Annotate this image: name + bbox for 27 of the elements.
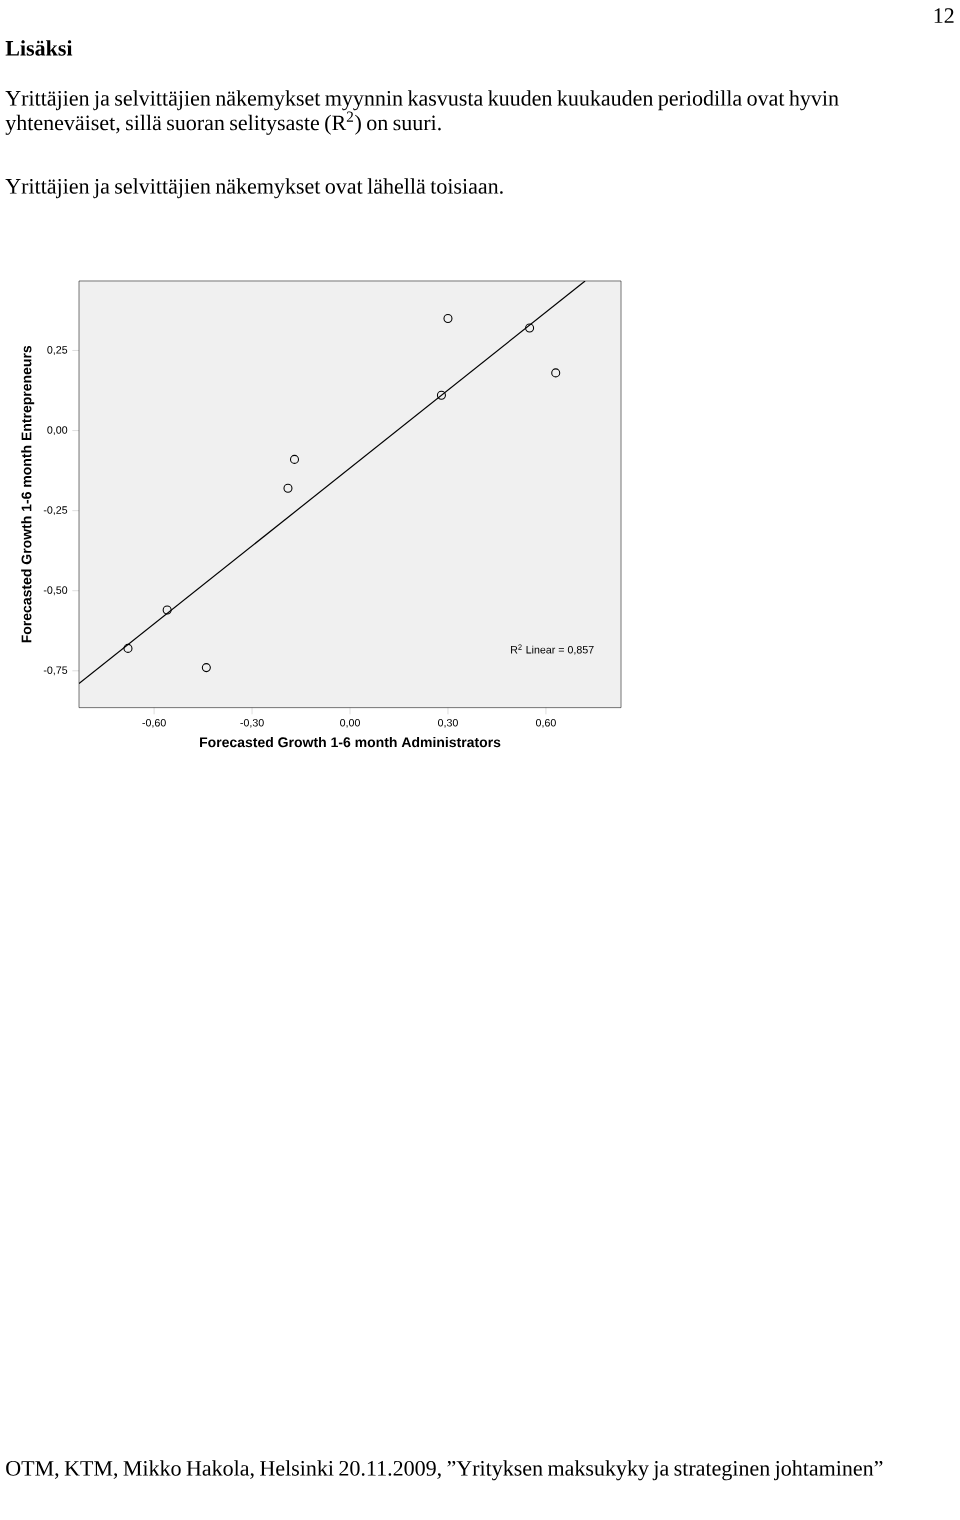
- y-axis-title: Forecasted Growth 1-6 month Entrepreneurs: [21, 345, 35, 643]
- y-tick-label: 0,00: [47, 426, 68, 435]
- text: Yrittäjien ja selvittäjien näkemykset ovat lähellä toisiaan.: [5, 178, 503, 199]
- point: [123, 643, 133, 653]
- text: 12: [934, 8, 954, 23]
- text: OTM, KTM, Mikko Hakola, Helsinki 20.11.2009, ”Yrityksen maksukyky ja strateginen johtaminen”: [6, 1460, 883, 1481]
- y-tick-label: -0,50: [43, 586, 68, 596]
- point: [201, 663, 211, 673]
- x-tick-label: 0,00: [340, 718, 360, 728]
- x-tick-label: -0,60: [142, 718, 166, 728]
- text: Yrittäjien ja selvittäjien näkemykset myynnin kasvusta kuuden kuukauden periodilla ovat hyvin yhteneväiset, sillä suoran selitysaste (R$^{2}$) on suuri.: [5, 90, 839, 135]
- point: [283, 483, 293, 493]
- point: [162, 605, 172, 615]
- x-axis-title: Forecasted Growth 1-6 month Administrators: [200, 736, 501, 748]
- y-tick-label: -0,25: [43, 506, 68, 516]
- point: [289, 454, 300, 464]
- point: [525, 323, 535, 333]
- y-tick-label: 0,25: [47, 346, 68, 355]
- y-tick-label: -0,75: [43, 666, 68, 676]
- point: [443, 313, 453, 323]
- x-tick-label: 0,60: [535, 718, 556, 728]
- x-tick-label: -0,30: [240, 718, 264, 728]
- annotation: R$^{2}$ Linear = 0,857: [511, 644, 594, 655]
- x-tick-label: 0,30: [438, 718, 458, 728]
- point: [436, 390, 446, 400]
- point: [551, 368, 561, 378]
- chart-title: Lisäksi: [5, 40, 73, 56]
